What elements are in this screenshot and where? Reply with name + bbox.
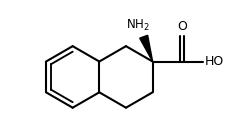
Polygon shape xyxy=(139,35,152,62)
Text: O: O xyxy=(177,20,186,33)
Text: NH$_2$: NH$_2$ xyxy=(125,18,149,33)
Text: HO: HO xyxy=(204,55,223,68)
